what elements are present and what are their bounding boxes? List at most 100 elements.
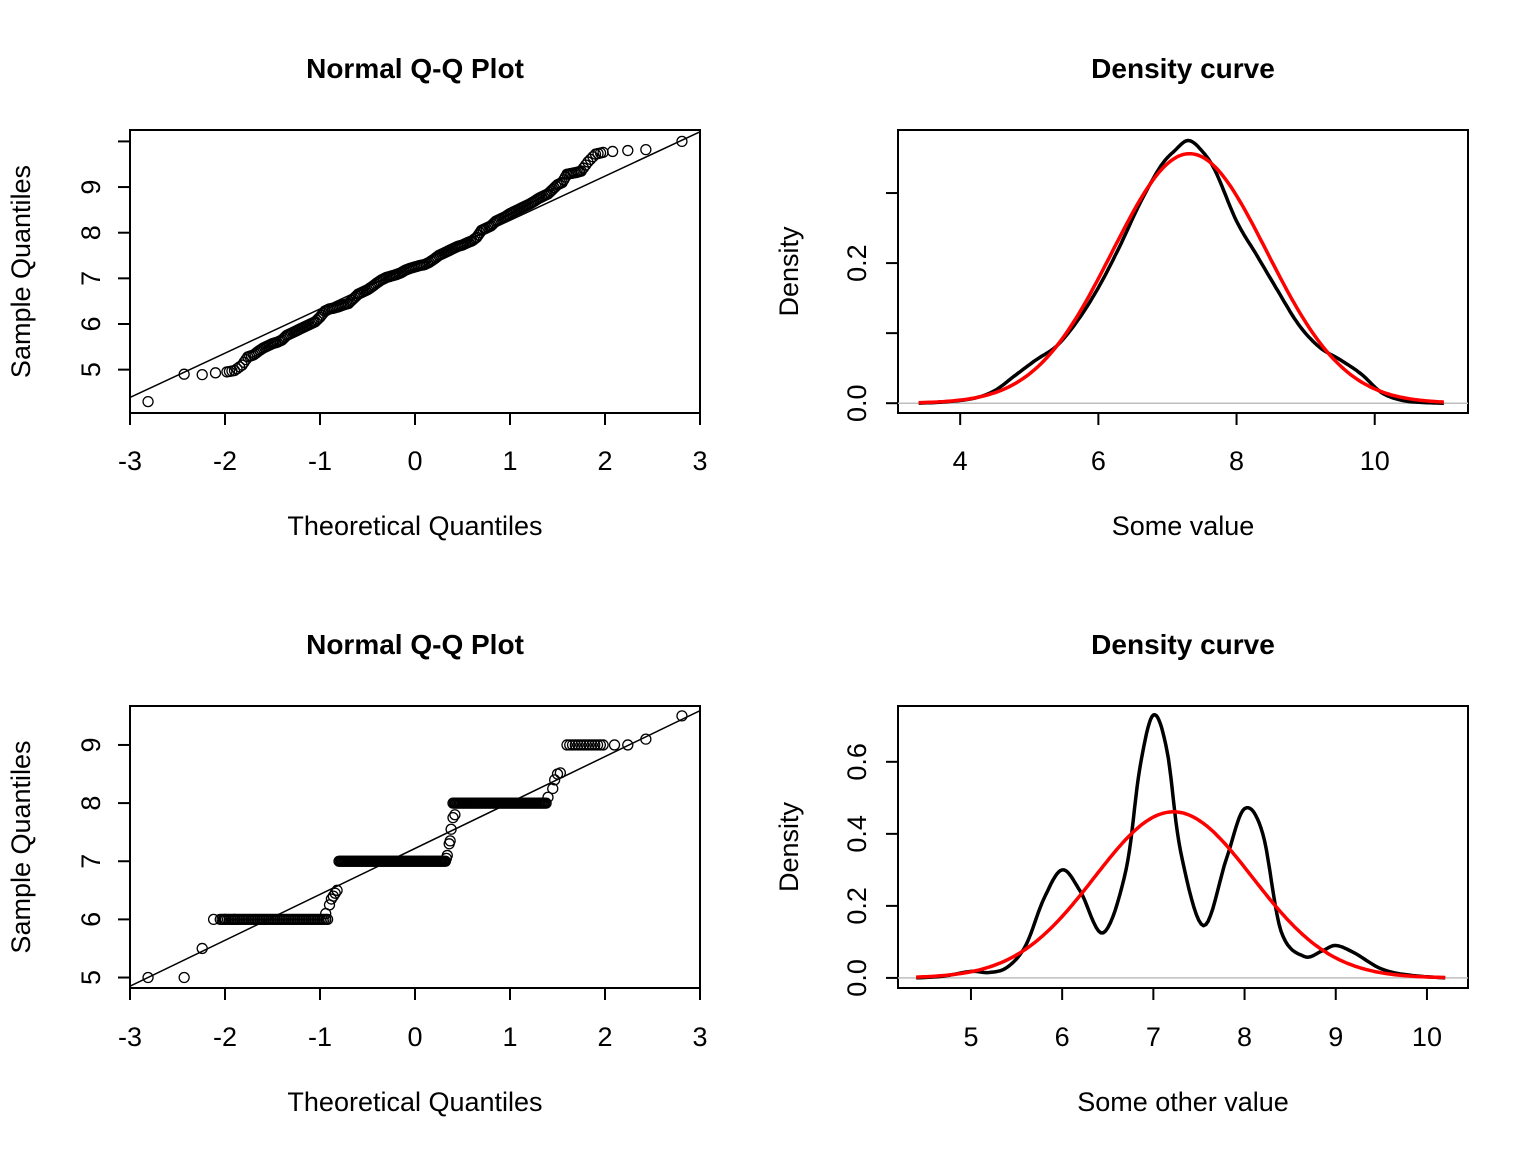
- data-point: [329, 887, 341, 899]
- data-point: [586, 739, 598, 751]
- x-tick-label: 6: [1055, 1022, 1070, 1052]
- chart-title: Normal Q-Q Plot: [306, 629, 524, 660]
- data-point: [449, 809, 461, 821]
- x-tick-label: 4: [953, 446, 968, 476]
- data-point: [566, 739, 579, 751]
- data-point: [564, 739, 576, 751]
- data-point: [331, 884, 343, 896]
- y-axis-label: Density: [774, 801, 804, 892]
- data-point: [594, 739, 606, 751]
- y-tick-label: 0.2: [842, 887, 872, 925]
- y-tick-label: 5: [76, 970, 106, 985]
- data-point: [640, 143, 652, 156]
- plot-area: [898, 138, 1468, 405]
- data-point: [622, 739, 634, 751]
- chart-title: Density curve: [1091, 629, 1275, 660]
- data-point: [640, 733, 652, 745]
- x-tick-label: -2: [213, 446, 237, 476]
- x-tick-label: 1: [502, 446, 517, 476]
- chart-qq1: Normal Q-Q Plot Theoretical Quantiles Samp…: [6, 53, 708, 541]
- data-point: [572, 739, 584, 751]
- x-axis-label: Some other value: [1077, 1087, 1289, 1117]
- x-tick-label: -1: [308, 1022, 332, 1052]
- x-tick-label: 3: [692, 446, 707, 476]
- data-point: [554, 767, 566, 779]
- x-tick-label: -3: [118, 1022, 142, 1052]
- x-tick-label: 6: [1091, 446, 1106, 476]
- plot-frame: [897, 129, 1469, 414]
- y-tick-label: 0.0: [842, 959, 872, 997]
- data-point: [549, 774, 561, 786]
- data-point: [591, 739, 604, 751]
- data-point: [196, 369, 208, 381]
- data-point: [676, 135, 688, 148]
- x-tick-label: 10: [1412, 1022, 1442, 1052]
- kernel-density-curve: [916, 712, 1446, 980]
- y-tick-label: 6: [76, 912, 106, 927]
- y-tick-label: 0.6: [842, 743, 872, 781]
- y-tick-label: 9: [76, 737, 106, 752]
- data-point: [444, 835, 456, 847]
- chart-qq2: Normal Q-Q Plot Theoretical Quantiles Samp…: [6, 629, 708, 1117]
- x-axis-label: Some value: [1112, 511, 1255, 541]
- data-point: [540, 797, 552, 809]
- y-tick-label: 0.2: [842, 244, 872, 282]
- x-axis-label: Theoretical Quantiles: [287, 511, 542, 541]
- x-tick-label: 5: [963, 1022, 978, 1052]
- y-axis-label: Density: [774, 226, 804, 317]
- data-point: [597, 739, 609, 751]
- x-tick-label: 9: [1328, 1022, 1343, 1052]
- chart-title: Density curve: [1091, 53, 1275, 84]
- plot-area: [898, 712, 1468, 980]
- y-tick-label: 7: [76, 271, 106, 286]
- x-tick-label: 1: [502, 1022, 517, 1052]
- data-point: [583, 739, 595, 751]
- x-tick-label: -2: [213, 1022, 237, 1052]
- data-point: [209, 367, 222, 379]
- x-tick-label: -1: [308, 446, 332, 476]
- plot-frame: [897, 705, 1469, 989]
- y-tick-label: 8: [76, 796, 106, 811]
- x-tick-label: -3: [118, 446, 142, 476]
- data-point: [622, 144, 634, 157]
- data-point: [142, 971, 154, 984]
- x-tick-label: 3: [692, 1022, 707, 1052]
- data-point: [142, 395, 154, 408]
- data-point: [178, 368, 190, 380]
- chart-dens1: Density curve Some value Density 4 6 8 10 0.0 0.…: [774, 53, 1469, 541]
- y-tick-label: 0.0: [842, 384, 872, 422]
- normal-fit-curve: [916, 810, 1446, 980]
- plot-area: [130, 709, 700, 987]
- y-tick-label: 6: [76, 316, 106, 331]
- data-point: [608, 739, 621, 751]
- chart-dens2: Density curve Some other value Density 5 6 7 8…: [774, 629, 1469, 1117]
- normal-fit-curve: [918, 151, 1444, 405]
- kernel-density-curve: [918, 138, 1445, 405]
- plot-area: [130, 131, 700, 408]
- data-point: [439, 855, 452, 867]
- x-tick-label: 2: [597, 1022, 612, 1052]
- data-point: [676, 710, 688, 722]
- y-tick-label: 8: [76, 225, 106, 240]
- data-point: [580, 739, 593, 751]
- data-point: [589, 739, 601, 751]
- x-tick-label: 7: [1146, 1022, 1161, 1052]
- y-tick-label: 5: [76, 362, 106, 377]
- y-tick-label: 9: [76, 180, 106, 195]
- y-axis-label: Sample Quantiles: [6, 165, 36, 378]
- y-tick-label: 0.4: [842, 815, 872, 853]
- y-axis-label: Sample Quantiles: [6, 740, 36, 953]
- y-tick-label: 7: [76, 854, 106, 869]
- data-point: [178, 971, 190, 984]
- data-point: [321, 913, 334, 926]
- data-point: [547, 782, 559, 795]
- data-point: [606, 145, 619, 158]
- data-point: [578, 739, 590, 751]
- x-tick-label: 2: [597, 446, 612, 476]
- data-point: [325, 893, 338, 905]
- x-tick-label: 0: [407, 1022, 422, 1052]
- chart-title: Normal Q-Q Plot: [306, 53, 524, 84]
- x-tick-label: 8: [1237, 1022, 1252, 1052]
- data-point: [196, 942, 208, 955]
- data-point: [569, 739, 581, 751]
